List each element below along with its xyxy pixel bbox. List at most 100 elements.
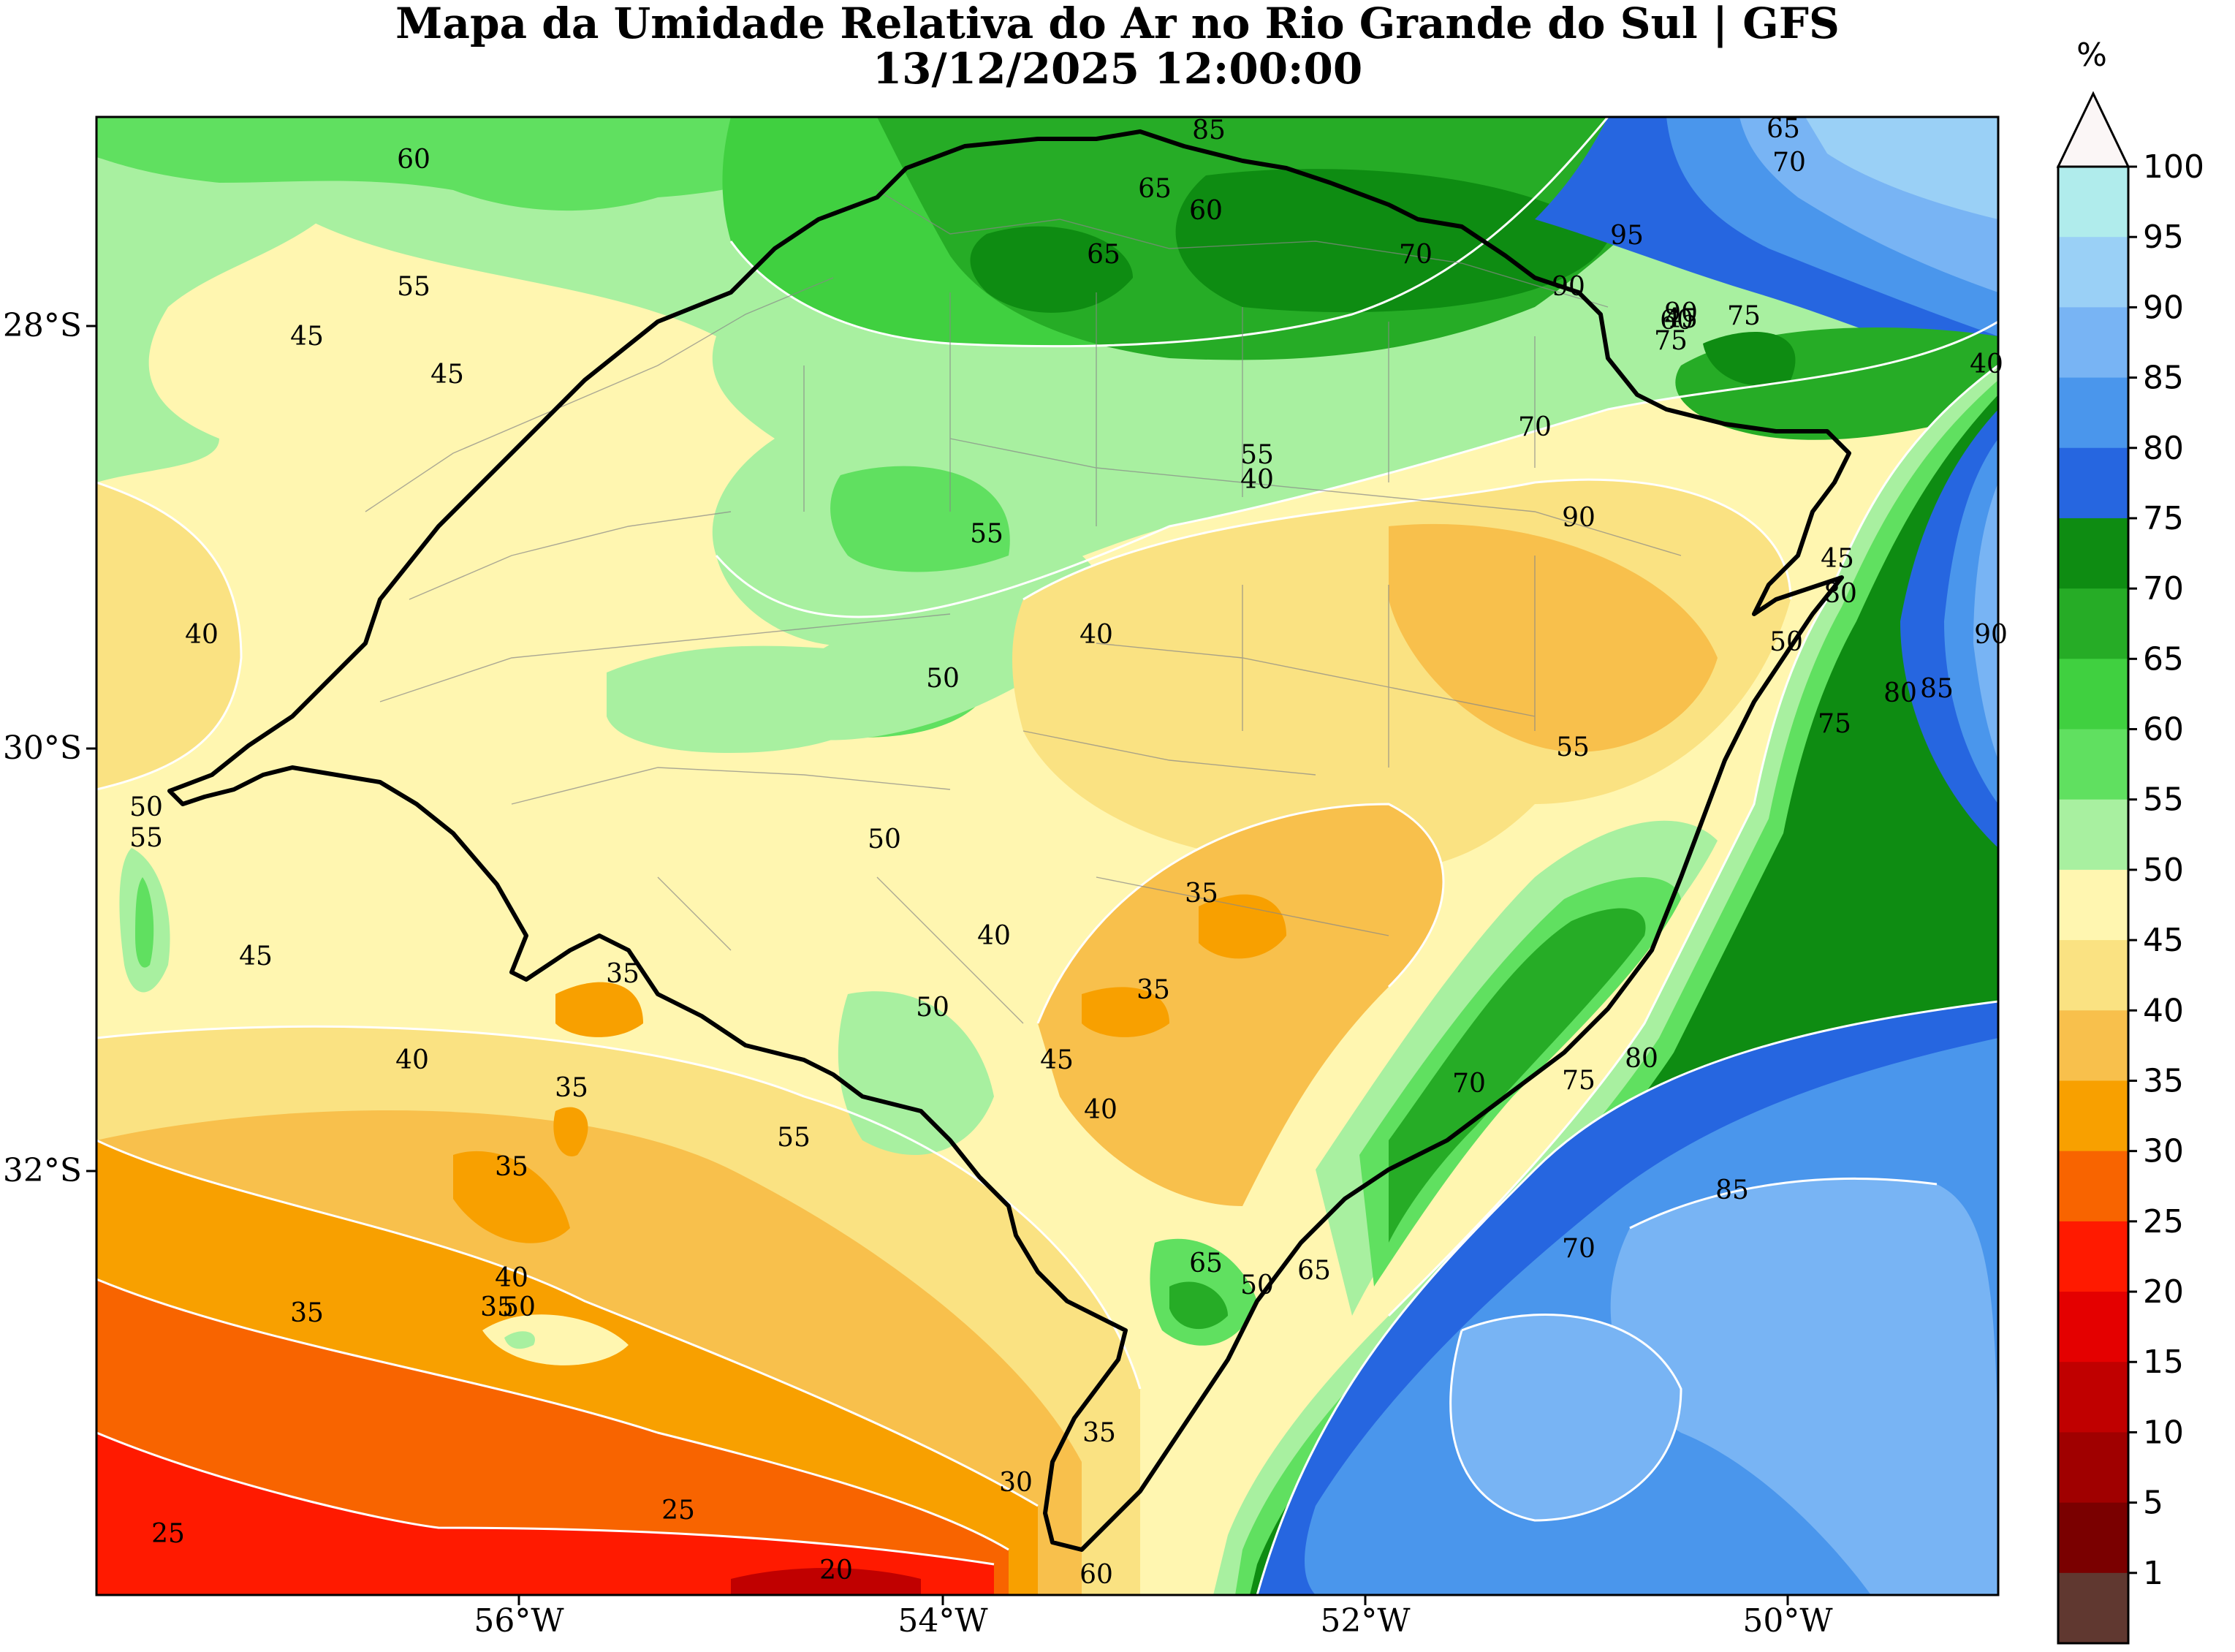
contour-label: 80 bbox=[1824, 579, 1857, 609]
colorbar-frame bbox=[2057, 165, 2130, 1645]
contour-label: 80 bbox=[1883, 678, 1917, 708]
colorbar-tick-label: 50 bbox=[2143, 852, 2184, 889]
contour-label: 40 bbox=[495, 1263, 528, 1293]
contour-label: 75 bbox=[1654, 326, 1688, 356]
colorbar-tick-label: 5 bbox=[2143, 1485, 2163, 1522]
colorbar-tick-label: 30 bbox=[2143, 1133, 2184, 1170]
colorbar-tick-label: 45 bbox=[2143, 922, 2184, 959]
x-tick-label: 54°W bbox=[898, 1602, 988, 1640]
colorbar-tick-label: 20 bbox=[2143, 1273, 2184, 1311]
contour-label: 65 bbox=[1189, 1249, 1223, 1278]
colorbar-tick-label: 70 bbox=[2143, 570, 2184, 607]
colorbar-tick-label: 75 bbox=[2143, 500, 2184, 537]
x-axis: 56°W 54°W 52°W 50°W bbox=[474, 1595, 1833, 1640]
humidity-field bbox=[96, 117, 1998, 1595]
contour-label: 50 bbox=[129, 792, 163, 822]
contour-label: 45 bbox=[1821, 544, 1854, 574]
map-frame bbox=[95, 115, 2000, 1596]
colorbar-tick-label: 10 bbox=[2143, 1414, 2184, 1451]
colorbar: % 10095908580757065605550454035302520151… bbox=[2056, 37, 2204, 1645]
contour-label: 35 bbox=[1137, 975, 1170, 1005]
map-title: Mapa da Umidade Relativa do Ar no Rio Gr… bbox=[395, 0, 1840, 48]
contour-label: 50 bbox=[868, 825, 901, 855]
colorbar-segment bbox=[2058, 1151, 2128, 1222]
colorbar-tick-label: 60 bbox=[2143, 711, 2184, 749]
colorbar-tick-label: 35 bbox=[2143, 1062, 2184, 1099]
contour-label: 45 bbox=[239, 941, 273, 971]
colorbar-segment bbox=[2058, 447, 2128, 519]
colorbar-unit: % bbox=[2076, 37, 2107, 74]
colorbar-segment bbox=[2058, 1362, 2128, 1433]
contour-label: 55 bbox=[129, 823, 163, 853]
contour-label: 50 bbox=[502, 1292, 536, 1322]
colorbar-segment bbox=[2058, 1432, 2128, 1504]
contour-label: 40 bbox=[1079, 620, 1113, 650]
contour-label: 45 bbox=[1664, 304, 1698, 334]
contour-label: 35 bbox=[495, 1152, 528, 1182]
contour-label: 90 bbox=[1562, 503, 1595, 533]
y-tick-label: 28°S bbox=[3, 307, 82, 344]
contour-label: 65 bbox=[1087, 240, 1120, 270]
contour-label: 45 bbox=[290, 322, 324, 352]
contour-label: 40 bbox=[1084, 1095, 1118, 1125]
contour-label: 35 bbox=[1082, 1418, 1116, 1448]
contour-label: 40 bbox=[395, 1045, 429, 1075]
contour-label: 65 bbox=[1138, 174, 1172, 204]
contour-label: 50 bbox=[916, 993, 949, 1023]
contour-label: 30 bbox=[999, 1468, 1033, 1498]
municipal-boundaries bbox=[365, 189, 1682, 1024]
contour-label: 65 bbox=[1297, 1256, 1331, 1286]
contour-label: 70 bbox=[1518, 412, 1552, 442]
contour-label: 55 bbox=[397, 272, 430, 302]
x-tick-label: 56°W bbox=[474, 1602, 564, 1640]
contour-label: 35 bbox=[290, 1298, 324, 1328]
x-tick-label: 52°W bbox=[1320, 1602, 1411, 1640]
state-border bbox=[167, 129, 1851, 1552]
colorbar-tick-label: 15 bbox=[2143, 1344, 2184, 1381]
colorbar-segment bbox=[2058, 167, 2128, 238]
contour-label: 20 bbox=[819, 1556, 853, 1585]
contour-label: 75 bbox=[1562, 1066, 1595, 1096]
contour-label: 75 bbox=[1818, 709, 1851, 739]
y-tick-label: 30°S bbox=[3, 730, 82, 767]
y-tick-label: 32°S bbox=[3, 1152, 82, 1189]
colorbar-tick-label: 40 bbox=[2143, 992, 2184, 1029]
map-subtitle: 13/12/2025 12:00:00 bbox=[872, 44, 1363, 94]
contour-label: 50 bbox=[926, 664, 960, 694]
contour-label: 60 bbox=[1660, 306, 1693, 336]
contour-label: 50 bbox=[1769, 627, 1803, 657]
colorbar-segment bbox=[2058, 518, 2128, 589]
contour-label: 70 bbox=[1772, 148, 1806, 178]
colorbar-segment bbox=[2058, 1572, 2128, 1644]
colorbar-tick-label: 1 bbox=[2143, 1555, 2163, 1592]
contour-label: 75 bbox=[1727, 301, 1761, 331]
contour-label: 90 bbox=[1552, 272, 1585, 302]
colorbar-tick-label: 65 bbox=[2143, 640, 2184, 678]
y-axis: 28°S 30°S 32°S bbox=[3, 307, 96, 1189]
colorbar-segment bbox=[2058, 1010, 2128, 1081]
contour-label: 85 bbox=[1192, 115, 1226, 145]
contour-label: 95 bbox=[1610, 221, 1644, 251]
colorbar-tick-label: 95 bbox=[2143, 219, 2184, 256]
colorbar-tick-label: 100 bbox=[2143, 148, 2204, 186]
contour-label: 60 bbox=[1079, 1560, 1113, 1590]
contour-label: 85 bbox=[1715, 1175, 1749, 1205]
contour-label: 40 bbox=[1240, 465, 1274, 495]
contour-label: 35 bbox=[606, 959, 640, 989]
contour-label: 55 bbox=[777, 1123, 811, 1153]
contour-label: 70 bbox=[1562, 1234, 1595, 1264]
contour-label: 45 bbox=[1040, 1045, 1074, 1075]
contour-label: 35 bbox=[480, 1292, 514, 1322]
contour-label: 60 bbox=[1189, 196, 1223, 226]
colorbar-segment bbox=[2058, 588, 2128, 659]
contour-label: 80 bbox=[1625, 1044, 1658, 1074]
contour-label: 60 bbox=[397, 145, 430, 175]
contour-label: 90 bbox=[1664, 298, 1698, 328]
colorbar-segment bbox=[2058, 659, 2128, 730]
colorbar-tick-label: 55 bbox=[2143, 781, 2184, 819]
colorbar-segment bbox=[2058, 1292, 2128, 1363]
colorbar-segment bbox=[2058, 1080, 2128, 1152]
contour-label: 40 bbox=[185, 620, 219, 650]
colorbar-segment bbox=[2058, 869, 2128, 941]
contour-label: 55 bbox=[1556, 732, 1590, 762]
